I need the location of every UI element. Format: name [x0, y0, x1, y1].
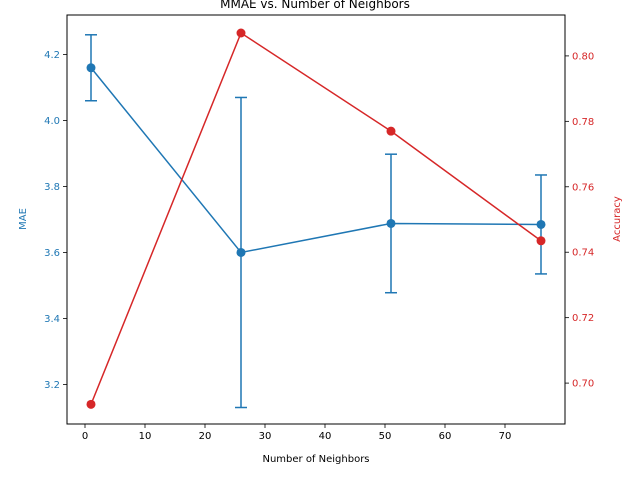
x-tick-label: 10 [139, 431, 152, 442]
data-point [86, 399, 96, 409]
series-layer [85, 28, 547, 409]
y-right-tick-label: 0.76 [572, 182, 594, 193]
data-point [86, 63, 96, 73]
x-tick-label: 60 [439, 431, 452, 442]
y-left-axis-ticks: 3.2 3.4 3.6 3.8 4.0 4.2 [44, 50, 67, 391]
x-axis-ticks: 0 10 20 30 40 50 60 70 [82, 424, 512, 442]
data-point [236, 247, 246, 257]
y-right-tick-label: 0.74 [572, 248, 594, 259]
y-left-tick-label: 3.2 [44, 380, 60, 391]
x-axis-label: Number of Neighbors [262, 454, 369, 465]
x-tick-label: 0 [82, 431, 88, 442]
y-left-tick-label: 4.2 [44, 50, 60, 61]
x-tick-label: 20 [199, 431, 212, 442]
data-point [386, 218, 396, 228]
x-tick-label: 50 [379, 431, 392, 442]
plot-area-border [66, 14, 566, 425]
y-right-tick-label: 0.80 [572, 51, 594, 62]
y-left-tick-label: 4.0 [44, 116, 60, 127]
y-left-axis-label: MAE [18, 208, 29, 230]
y-left-tick-label: 3.6 [44, 248, 60, 259]
x-tick-label: 40 [319, 431, 332, 442]
series-line [90, 67, 542, 254]
y-right-tick-label: 0.78 [572, 117, 594, 128]
x-tick-label: 70 [499, 431, 512, 442]
data-point [536, 219, 546, 229]
x-tick-label: 30 [259, 431, 272, 442]
y-right-axis-ticks: 0.70 0.72 0.74 0.76 0.78 0.80 [565, 51, 594, 390]
y-right-tick-label: 0.72 [572, 313, 594, 324]
plot-frame [66, 14, 566, 425]
y-left-tick-label: 3.8 [44, 182, 60, 193]
chart-title: MMAE vs. Number of Neighbors [220, 0, 410, 11]
data-point [236, 28, 246, 38]
series-accuracy [86, 28, 546, 409]
series-mae [85, 34, 547, 409]
y-right-axis-label: Accuracy [612, 196, 623, 242]
y-right-tick-label: 0.70 [572, 379, 594, 390]
y-left-tick-label: 3.4 [44, 314, 60, 325]
series-line [90, 31, 542, 405]
data-point [386, 126, 396, 136]
data-point [536, 236, 546, 246]
